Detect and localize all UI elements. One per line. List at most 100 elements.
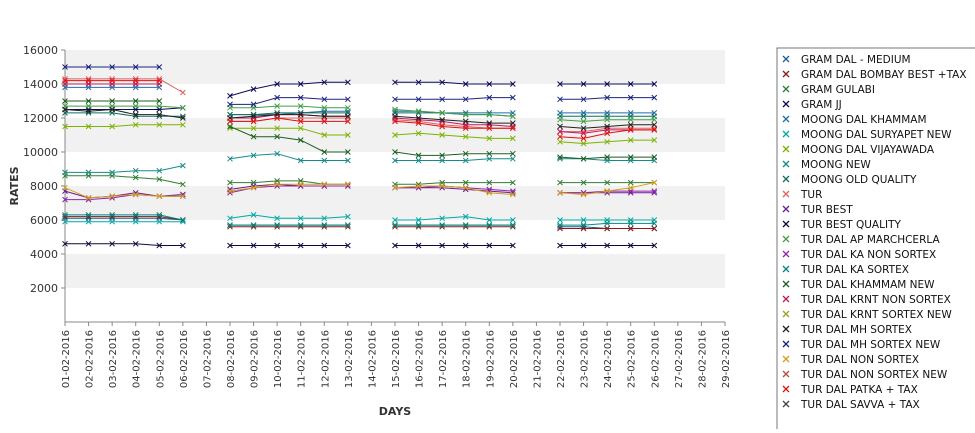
data-point (156, 64, 163, 70)
data-point (486, 135, 493, 142)
x-tick-label: 23-02-2016 (580, 330, 591, 388)
data-point (415, 217, 422, 223)
legend-marker (782, 370, 790, 378)
data-point (604, 179, 610, 186)
data-point (462, 133, 469, 140)
x-tick-label: 21-02-2016 (532, 330, 543, 388)
data-point (321, 157, 328, 164)
data-point (321, 242, 328, 249)
data-point (604, 220, 610, 227)
data-point (180, 242, 186, 249)
data-point (297, 125, 304, 132)
data-point (627, 127, 634, 133)
data-point (109, 98, 115, 104)
data-point (439, 152, 445, 159)
data-point (651, 81, 658, 87)
legend-item: TUR DAL SAVVA + TAX (782, 399, 920, 411)
data-point (321, 149, 328, 155)
x-tick-label: 05-02-2016 (155, 330, 166, 388)
data-point (439, 116, 445, 123)
legend-marker (782, 400, 790, 408)
legend-item: TUR DAL KA SORTEX (782, 264, 909, 276)
legend-marker (782, 325, 790, 333)
data-point (156, 121, 163, 128)
x-tick-label: 25-02-2016 (627, 330, 638, 388)
series-line (65, 165, 183, 173)
data-point (392, 79, 398, 86)
legend-label: GRAM GULABI (801, 84, 875, 96)
series-line (65, 243, 183, 246)
data-point (557, 116, 563, 123)
legend-label: TUR DAL KA NON SORTEX (800, 249, 936, 261)
legend-label: TUR DAL KRNT NON SORTEX (800, 294, 951, 306)
data-point (180, 121, 186, 128)
data-point (486, 125, 493, 132)
data-point (85, 98, 92, 104)
legend-marker (782, 160, 790, 168)
data-point (132, 174, 139, 181)
data-point (439, 132, 445, 138)
data-point (274, 150, 280, 157)
grid-band (65, 288, 725, 322)
data-point (109, 64, 115, 70)
data-point (274, 242, 280, 249)
data-point (132, 111, 139, 118)
data-point (604, 242, 610, 249)
data-point (392, 149, 398, 155)
data-point (580, 217, 587, 223)
data-point (392, 242, 398, 249)
data-point (627, 154, 634, 160)
data-point (510, 155, 516, 162)
data-point (250, 152, 257, 159)
grid-bands (65, 50, 725, 322)
data-point (109, 123, 115, 130)
data-point (85, 195, 92, 201)
x-tick-label: 27-02-2016 (674, 330, 685, 388)
x-tick-label: 09-02-2016 (250, 330, 261, 388)
data-point (510, 222, 516, 228)
data-point (439, 79, 445, 86)
data-point (156, 103, 163, 109)
data-point (274, 94, 280, 101)
data-point (415, 96, 422, 103)
data-point (297, 222, 304, 228)
data-point (180, 104, 186, 111)
x-tick-label: 10-02-2016 (273, 330, 284, 388)
series-line (394, 185, 513, 195)
series-line (65, 214, 183, 221)
x-tick-label: 02-02-2016 (85, 330, 96, 388)
series-line (229, 126, 348, 153)
x-tick-label: 01-02-2016 (61, 330, 72, 388)
data-point (627, 220, 634, 227)
data-point (462, 111, 469, 118)
data-point (392, 106, 398, 113)
legend-item: MOONG DAL KHAMMAM (782, 114, 927, 126)
legend-item: TUR DAL PATKA + TAX (782, 384, 918, 396)
series-line (230, 117, 348, 122)
data-point (227, 101, 233, 108)
legend-label: TUR DAL PATKA + TAX (800, 384, 918, 396)
data-point (486, 155, 493, 162)
data-point (109, 193, 115, 200)
data-point (510, 125, 516, 132)
legend-marker (782, 205, 790, 213)
legend-label: TUR DAL KRNT SORTEX NEW (800, 309, 952, 321)
data-point (274, 125, 280, 132)
data-point (321, 222, 328, 228)
x-tick-label: 13-02-2016 (344, 330, 355, 388)
data-point (462, 157, 469, 164)
series-15 (62, 212, 658, 228)
data-point (250, 212, 257, 218)
data-point (62, 77, 68, 84)
data-point (345, 104, 351, 111)
data-point (580, 242, 587, 249)
data-point (156, 98, 163, 104)
data-point (580, 96, 587, 103)
data-point (604, 116, 610, 123)
x-tick-label: 19-02-2016 (485, 330, 496, 388)
data-point (486, 222, 493, 228)
data-point (557, 133, 563, 140)
data-point (651, 121, 658, 128)
legend-marker (782, 385, 790, 393)
data-point (345, 157, 351, 164)
